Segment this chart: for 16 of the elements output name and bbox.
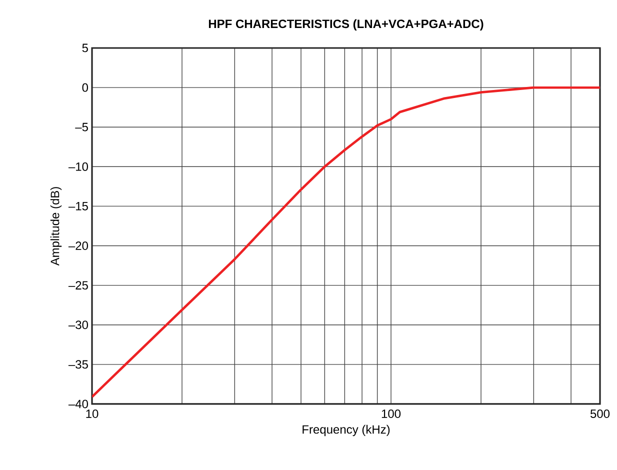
chart-title: HPF CHARECTERISTICS (LNA+VCA+PGA+ADC) xyxy=(208,19,484,30)
y-tick-label: 5 xyxy=(82,44,88,52)
x-axis-title: Frequency (kHz) xyxy=(302,424,390,436)
y-tick-label: –30 xyxy=(68,320,88,330)
x-tick-label: 500 xyxy=(590,410,610,418)
y-tick-label: –15 xyxy=(68,202,88,210)
x-tick-label: 10 xyxy=(86,410,98,418)
x-tick-label: 100 xyxy=(382,410,401,418)
y-tick-label: –35 xyxy=(68,360,88,369)
y-tick-label: –25 xyxy=(68,281,88,290)
y-tick-label: –5 xyxy=(75,122,88,132)
y-axis-title: Amplitude (dB) xyxy=(50,187,62,266)
y-tick-label: 0 xyxy=(82,83,88,92)
y-tick-label: –20 xyxy=(68,242,88,250)
y-tick-label: –40 xyxy=(68,400,88,408)
y-tick-label: –10 xyxy=(68,162,88,171)
